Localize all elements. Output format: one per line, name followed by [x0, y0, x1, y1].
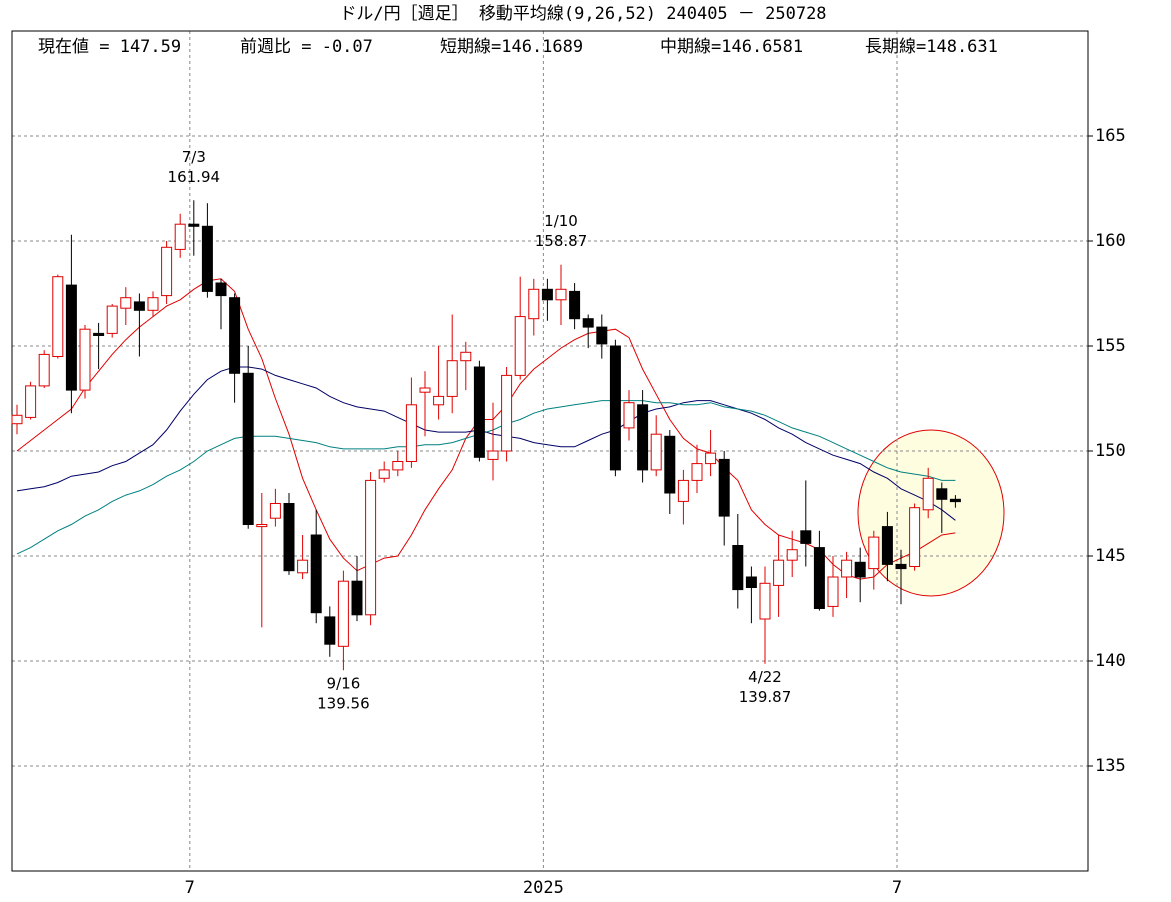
moving-average-line — [16, 400, 956, 555]
y-tick-label: 145 — [1095, 546, 1126, 566]
candle-body — [949, 498, 961, 503]
candle-body — [609, 345, 621, 471]
candle-body — [473, 366, 485, 458]
candle-body — [841, 559, 853, 578]
annotation-value: 139.87 — [739, 688, 792, 706]
candle-body — [773, 559, 785, 586]
candle-body — [283, 503, 295, 572]
candle-body — [446, 360, 458, 397]
candle-body — [922, 477, 934, 511]
info-text: 現在値 = 147.59 — [38, 37, 181, 57]
candle-body — [133, 301, 145, 311]
candle-body — [718, 458, 730, 517]
candle-body — [909, 507, 921, 568]
candle-body — [215, 282, 227, 297]
candle-body — [854, 561, 866, 578]
candle-body — [623, 402, 635, 429]
candle-body — [38, 353, 50, 387]
candle-body — [677, 479, 689, 502]
candle-body — [378, 469, 390, 479]
candle-body — [541, 288, 553, 301]
candle-body — [582, 318, 594, 328]
candle-body — [433, 395, 445, 406]
candle-body — [555, 288, 567, 301]
candle-body — [405, 404, 417, 462]
info-text: 短期線=146.1689 — [440, 37, 583, 57]
candle-body — [25, 385, 37, 418]
candle-body — [147, 297, 159, 311]
x-tick-label: 2025 — [523, 878, 564, 898]
candle-body — [691, 463, 703, 481]
annotation-value: 161.94 — [168, 168, 221, 186]
candle-body — [881, 526, 893, 565]
candle-body — [419, 387, 431, 393]
y-tick-label: 150 — [1095, 441, 1126, 461]
candle-body — [596, 326, 608, 345]
candle-body — [514, 316, 526, 376]
candle-body — [65, 284, 77, 391]
candle-body — [161, 246, 173, 297]
candle-body — [460, 351, 472, 362]
candle-body — [106, 305, 118, 334]
candle-body — [569, 290, 581, 320]
moving-average-line — [16, 366, 956, 521]
candle-body — [745, 576, 757, 588]
candle-body — [501, 374, 513, 452]
y-tick-label: 135 — [1095, 756, 1126, 776]
y-tick-label: 160 — [1095, 231, 1126, 251]
candle-body — [365, 479, 377, 616]
candle-body — [297, 559, 309, 574]
candle-body — [52, 276, 64, 358]
x-tick-label: 7 — [892, 878, 902, 898]
candle-body — [93, 332, 105, 336]
candle-body — [337, 580, 349, 647]
candle-body — [269, 503, 281, 519]
info-text: 前週比 = -0.07 — [240, 37, 373, 57]
candle-body — [392, 461, 404, 471]
candle-body — [650, 433, 662, 471]
chart-title: ドル/円［週足］ 移動平均線(9,26,52) 240405 － 250728 — [339, 4, 826, 24]
candle-body — [487, 450, 499, 460]
moving-average-line — [16, 278, 956, 580]
candle-body — [188, 223, 200, 227]
candle-body — [256, 524, 268, 528]
annotation-value: 158.87 — [535, 232, 588, 250]
candle-body — [310, 534, 322, 614]
candle-body — [868, 536, 880, 570]
annotation-date: 7/3 — [182, 148, 206, 166]
candle-body — [79, 328, 91, 391]
y-tick-label: 140 — [1095, 651, 1126, 671]
annotation-date: 1/10 — [544, 212, 578, 230]
candle-body — [705, 452, 717, 465]
annotation-date: 4/22 — [748, 668, 782, 686]
candle-body — [813, 547, 825, 609]
candle-body — [827, 576, 839, 607]
candle-body — [528, 288, 540, 320]
candle-body — [11, 414, 23, 425]
candle-body — [201, 225, 213, 292]
annotation-date: 9/16 — [327, 675, 361, 693]
candle-body — [936, 488, 948, 500]
info-text: 中期線=146.6581 — [660, 37, 803, 57]
candle-body — [800, 530, 812, 544]
info-text: 長期線=148.631 — [865, 37, 998, 57]
candle-body — [759, 582, 771, 620]
annotation-value: 139.56 — [317, 695, 370, 713]
candle-body — [732, 545, 744, 591]
candle-body — [895, 563, 907, 570]
candle-body — [229, 297, 241, 374]
candle-body — [351, 580, 363, 616]
highlight-circle — [857, 429, 1005, 597]
candle-body — [637, 404, 649, 471]
candle-body — [664, 435, 676, 494]
candle-body — [120, 297, 132, 309]
candle-body — [324, 616, 336, 645]
candle-body — [174, 223, 186, 250]
x-tick-label: 7 — [185, 878, 195, 898]
y-tick-label: 165 — [1095, 126, 1126, 146]
candle-body — [242, 372, 254, 525]
candle-body — [786, 549, 798, 561]
y-tick-label: 155 — [1095, 336, 1126, 356]
